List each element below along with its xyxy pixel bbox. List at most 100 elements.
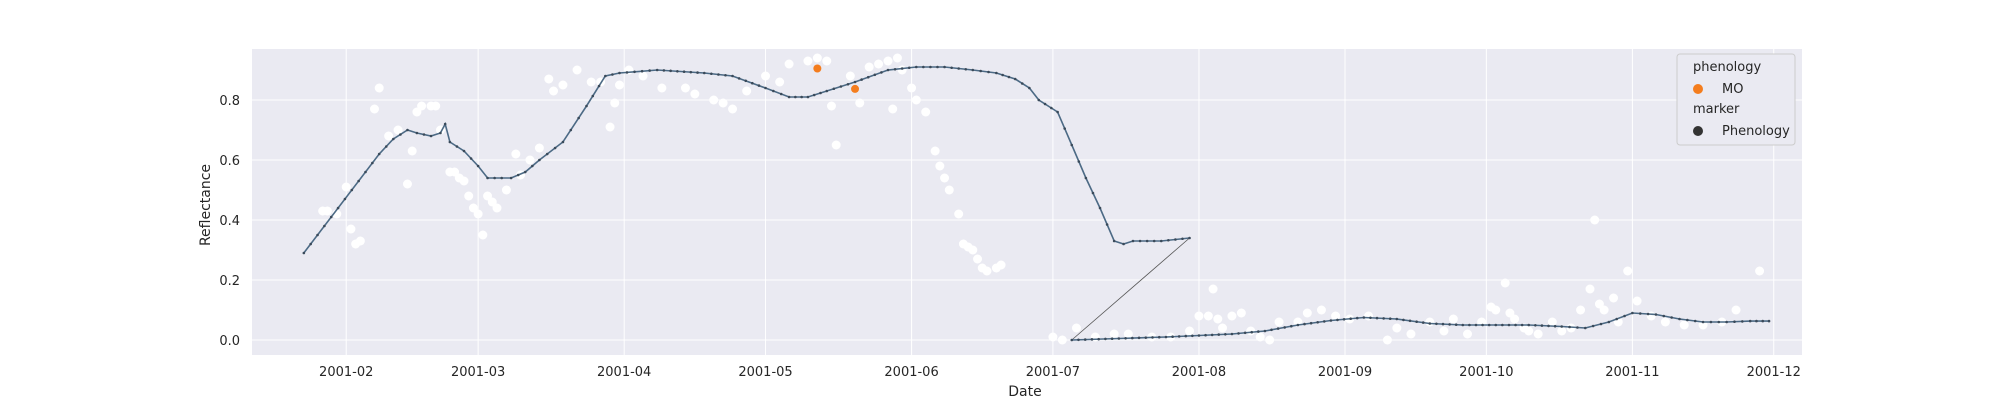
fit-line-marker xyxy=(1461,323,1465,327)
fit-line-marker xyxy=(971,68,975,72)
raw-data-point xyxy=(1302,308,1312,318)
fit-line-marker xyxy=(987,70,990,74)
fit-line-marker xyxy=(787,95,791,99)
x-tick-label: 2001-10 xyxy=(1459,365,1513,380)
fit-line-marker xyxy=(1152,239,1156,243)
fit-line-marker xyxy=(1167,238,1170,242)
fit-line-marker xyxy=(886,68,890,72)
raw-data-point xyxy=(690,89,700,99)
x-tick-label: 2001-03 xyxy=(451,365,505,380)
fit-line-marker xyxy=(455,145,459,148)
fit-line-marker xyxy=(309,242,312,246)
raw-data-point xyxy=(1406,329,1416,339)
raw-data-point xyxy=(544,74,554,84)
fit-line-marker xyxy=(443,122,447,126)
raw-data-point xyxy=(1265,335,1275,345)
fit-line-marker xyxy=(860,78,863,81)
fit-line-marker xyxy=(1591,324,1595,328)
raw-data-point xyxy=(1213,314,1223,324)
raw-data-point xyxy=(1609,293,1619,303)
fit-line-marker xyxy=(900,67,904,70)
fit-line-marker xyxy=(1540,324,1544,327)
fit-line-marker xyxy=(1615,317,1618,321)
raw-data-point xyxy=(954,209,964,219)
raw-data-point xyxy=(1524,326,1534,336)
fit-line-marker xyxy=(1083,338,1087,341)
fit-line-marker xyxy=(866,75,870,79)
fit-line-marker xyxy=(779,92,783,96)
fit-line-marker xyxy=(323,224,326,228)
fit-line-marker xyxy=(591,94,595,98)
fit-line-marker xyxy=(1257,330,1260,333)
phenology-points xyxy=(813,64,860,93)
fit-line-marker xyxy=(943,65,946,69)
fit-line-marker xyxy=(724,73,727,77)
fit-line-marker xyxy=(1144,336,1148,339)
raw-data-point xyxy=(393,125,403,135)
fit-line-marker xyxy=(1124,336,1127,340)
fit-line-marker xyxy=(1037,98,1041,102)
fit-line-marker xyxy=(1662,314,1666,318)
fit-line-marker xyxy=(832,87,836,91)
raw-data-point xyxy=(1679,320,1689,330)
raw-data-point xyxy=(921,107,931,117)
fit-line-marker xyxy=(1091,191,1095,195)
fit-line-marker xyxy=(1646,312,1650,316)
y-tick-label: 0.4 xyxy=(219,214,240,229)
x-tick-label: 2001-06 xyxy=(884,365,938,380)
fit-line-marker xyxy=(662,69,666,72)
fit-line-marker xyxy=(1481,323,1484,327)
fit-line-marker xyxy=(1375,316,1379,320)
raw-data-point xyxy=(1048,332,1058,342)
fit-line-marker xyxy=(806,95,810,99)
raw-data-point xyxy=(1557,326,1567,336)
raw-data-point xyxy=(1632,296,1642,306)
fit-line-marker xyxy=(702,71,706,75)
legend-entry-mo: MO xyxy=(1722,82,1743,97)
fit-line-marker xyxy=(1309,321,1313,325)
fit-line-marker xyxy=(1197,334,1201,337)
fit-line-marker xyxy=(1568,325,1571,329)
fit-line-marker xyxy=(1329,319,1333,322)
fit-line-marker xyxy=(1322,320,1326,323)
fit-line-marker xyxy=(1395,317,1399,321)
fit-line-marker xyxy=(336,206,340,210)
fit-line-marker xyxy=(1098,206,1102,210)
y-tick-label: 0.8 xyxy=(219,94,240,109)
fit-line-marker xyxy=(1638,312,1642,315)
fit-line-marker xyxy=(757,84,761,87)
raw-data-point xyxy=(1236,308,1246,318)
fit-line-marker xyxy=(1303,322,1306,326)
raw-data-point xyxy=(1510,314,1520,324)
fit-line-marker xyxy=(1122,242,1125,246)
fit-line-marker xyxy=(500,176,503,180)
fit-line-marker xyxy=(377,152,381,156)
fit-line-marker xyxy=(553,146,557,150)
raw-data-point xyxy=(845,71,855,81)
fit-line-marker xyxy=(1171,335,1174,339)
fit-line-marker xyxy=(1599,322,1603,326)
raw-data-point xyxy=(346,224,356,234)
fit-line-marker xyxy=(1070,338,1074,342)
fit-line-marker xyxy=(1077,338,1080,342)
raw-data-point xyxy=(1533,329,1543,339)
raw-data-point xyxy=(1448,314,1458,324)
fit-line-marker xyxy=(509,176,513,180)
raw-data-point xyxy=(384,131,394,141)
fit-line-marker xyxy=(800,95,803,99)
fit-line-marker xyxy=(611,73,614,76)
fit-line-marker xyxy=(1250,330,1254,334)
x-tick-label: 2001-11 xyxy=(1605,365,1659,380)
fit-line-marker xyxy=(1001,73,1004,77)
raw-data-point xyxy=(614,80,624,90)
raw-data-point xyxy=(996,260,1006,270)
fit-line-marker xyxy=(1063,127,1066,130)
fit-line-marker xyxy=(302,251,306,255)
fit-line-marker xyxy=(737,77,741,80)
fit-line-marker xyxy=(1283,326,1287,329)
raw-data-point xyxy=(718,98,728,108)
fit-line-marker xyxy=(1276,327,1280,330)
raw-data-point xyxy=(511,149,521,159)
fit-line-marker xyxy=(585,104,588,108)
fit-line-marker xyxy=(415,131,419,135)
